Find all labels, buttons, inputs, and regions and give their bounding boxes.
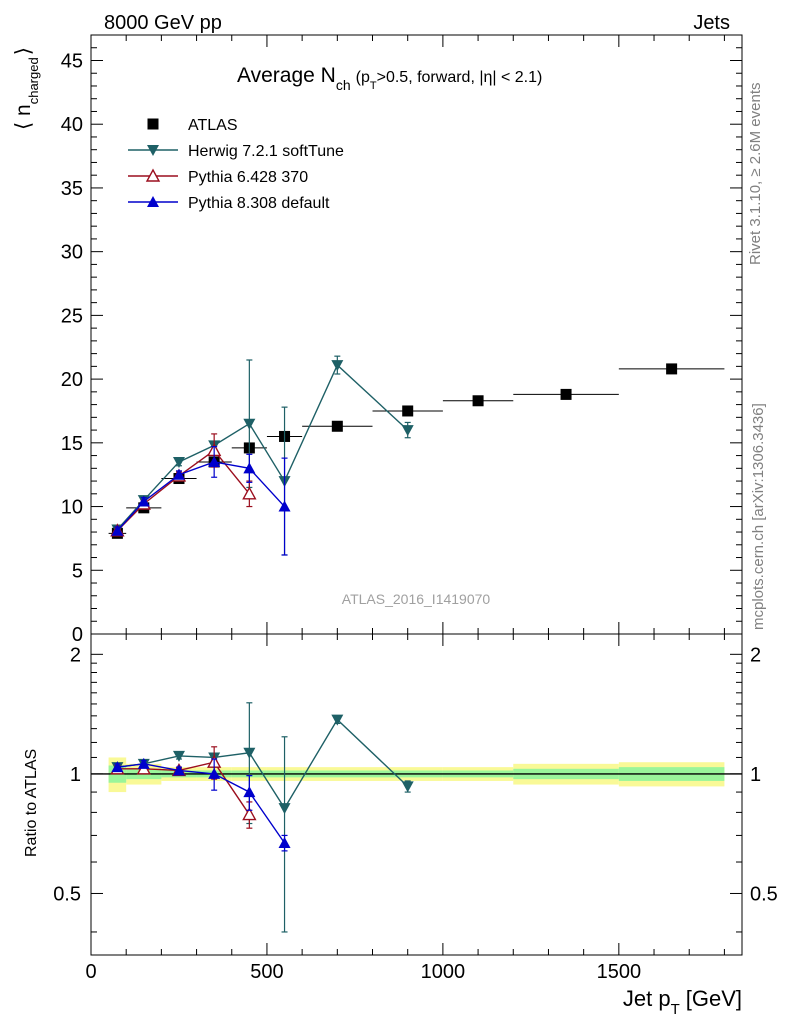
main-atlas-point bbox=[402, 405, 414, 417]
ratio-y-tick-label: 1 bbox=[70, 764, 81, 786]
main-herwig-7-2-1-softtune-point bbox=[172, 456, 185, 468]
ratio-pythia-8-308-default-point bbox=[208, 767, 221, 779]
header-left: 8000 GeV pp bbox=[104, 12, 222, 34]
legend-atlas-label: ATLAS bbox=[188, 117, 238, 134]
main-x-axis bbox=[90, 35, 725, 634]
main-atlas-point bbox=[666, 363, 678, 375]
x-axis-label: Jet pT [GeV] bbox=[623, 986, 742, 1018]
rivet-label: Rivet 3.1.10, ≥ 2.6M events bbox=[747, 83, 764, 266]
main-herwig-7-2-1-softtune-line bbox=[116, 363, 409, 530]
main-pythia-8-308-default-point bbox=[278, 500, 291, 512]
main-herwig-7-2-1-softtune-point bbox=[401, 425, 414, 437]
legend-pythia-6-428-370-label: Pythia 6.428 370 bbox=[188, 169, 308, 186]
y-tick-label: 0 bbox=[72, 624, 83, 646]
legend-pythia-8-308-default-label: Pythia 8.308 default bbox=[188, 195, 330, 212]
ratio-pythia-6-428-370-point bbox=[242, 807, 257, 821]
main-y-axis-label: ⟨ ncharged⟩ bbox=[12, 47, 41, 130]
main-pythia-8-308-default-point bbox=[243, 462, 256, 474]
main-pythia-8-308-default-point bbox=[172, 468, 185, 480]
legend-pythia-6-428-370-marker bbox=[145, 168, 161, 182]
main-atlas-point bbox=[472, 395, 484, 407]
ratio-herwig-7-2-1-softtune-point bbox=[278, 803, 291, 815]
x-tick-label: 500 bbox=[250, 961, 283, 983]
main-pythia-8-308-default-point bbox=[137, 495, 150, 507]
legend-herwig-7-2-1-softtune-label: Herwig 7.2.1 softTune bbox=[188, 143, 344, 160]
ratio-pythia-8-308-default-point bbox=[278, 836, 291, 848]
analysis-watermark: ATLAS_2016_I1419070 bbox=[342, 591, 491, 607]
legend-pythia-8-308-default-marker bbox=[147, 196, 159, 207]
ratio-y-tick-label: 2 bbox=[70, 644, 81, 666]
ratio-y-axis-label: Ratio to ATLAS bbox=[23, 749, 40, 857]
main-plot-area bbox=[108, 355, 725, 556]
chart-title: Average Nch (pT>0.5, forward, |η| < 2.1) bbox=[237, 64, 542, 93]
y-tick-label: 20 bbox=[61, 369, 83, 391]
main-pythia-6-428-370-point bbox=[242, 486, 257, 500]
y-tick-label: 5 bbox=[72, 560, 83, 582]
main-pythia-8-308-default-point bbox=[208, 455, 221, 467]
main-pythia-8-308-default-point bbox=[111, 524, 124, 536]
legend-atlas-marker bbox=[147, 118, 159, 130]
y-tick-label: 35 bbox=[61, 178, 83, 200]
ratio-pythia-8-308-default-point bbox=[137, 757, 150, 769]
ratio-herwig-7-2-1-softtune-point bbox=[243, 747, 256, 759]
y-tick-label: 15 bbox=[61, 433, 83, 455]
y-tick-label: 45 bbox=[61, 50, 83, 72]
ratio-herwig-7-2-1-softtune-point bbox=[401, 781, 414, 793]
main-herwig-7-2-1-softtune-point bbox=[243, 418, 256, 430]
ratio-plot-area bbox=[91, 702, 742, 933]
legend-herwig-7-2-1-softtune-marker bbox=[147, 145, 159, 156]
ratio-herwig-7-2-1-softtune-point bbox=[331, 714, 344, 726]
ratio-panel: 0.5 0.5 1 1 2 2 0 500 1000 1500 Ratio to ATLAS J… bbox=[23, 633, 778, 1018]
legend: ATLAS Herwig 7.2.1 softTune Pythia 6.428 3… bbox=[128, 117, 344, 212]
main-herwig-7-2-1-softtune-point bbox=[331, 360, 344, 372]
main-atlas-point bbox=[331, 420, 343, 432]
x-tick-label: 0 bbox=[85, 961, 96, 983]
main-panel: 0 5 10 15 20 25 30 35 40 45 Average Nch (pT>0.5, f… bbox=[12, 34, 743, 646]
y-tick-label: 30 bbox=[61, 242, 83, 264]
ratio-y-tick-label-right: 1 bbox=[750, 764, 761, 786]
ratio-x-axis: 0 500 1000 1500 bbox=[85, 634, 725, 983]
mcplots-label: mcplots.cern.ch [arXiv:1306.3436] bbox=[750, 403, 767, 630]
ratio-y-axis: 0.5 0.5 1 1 2 2 bbox=[53, 644, 778, 933]
ratio-y-tick-label-right: 0.5 bbox=[750, 883, 778, 905]
ratio-pythia-8-308-default-point bbox=[243, 786, 256, 798]
y-tick-label: 40 bbox=[61, 114, 83, 136]
ratio-y-tick-label-right: 2 bbox=[750, 644, 761, 666]
ratio-pythia-8-308-default-point bbox=[172, 764, 185, 776]
y-tick-label: 25 bbox=[61, 305, 83, 327]
header-right: Jets bbox=[693, 12, 730, 34]
y-tick-label: 10 bbox=[61, 497, 83, 519]
ratio-pythia-8-308-default-point bbox=[111, 761, 124, 773]
ratio-pythia-8-308-default-line bbox=[117, 763, 286, 844]
x-tick-label: 1000 bbox=[421, 961, 466, 983]
ratio-frame bbox=[90, 633, 743, 956]
ratio-y-tick-label: 0.5 bbox=[53, 883, 81, 905]
main-pythia-6-428-370-line bbox=[116, 449, 250, 532]
ratio-herwig-7-2-1-softtune-point bbox=[172, 750, 185, 762]
ratio-herwig-7-2-1-softtune-line bbox=[117, 718, 409, 810]
x-tick-label: 1500 bbox=[597, 961, 642, 983]
main-atlas-point bbox=[560, 388, 572, 400]
main-y-axis: 0 5 10 15 20 25 30 35 40 45 bbox=[61, 47, 742, 646]
